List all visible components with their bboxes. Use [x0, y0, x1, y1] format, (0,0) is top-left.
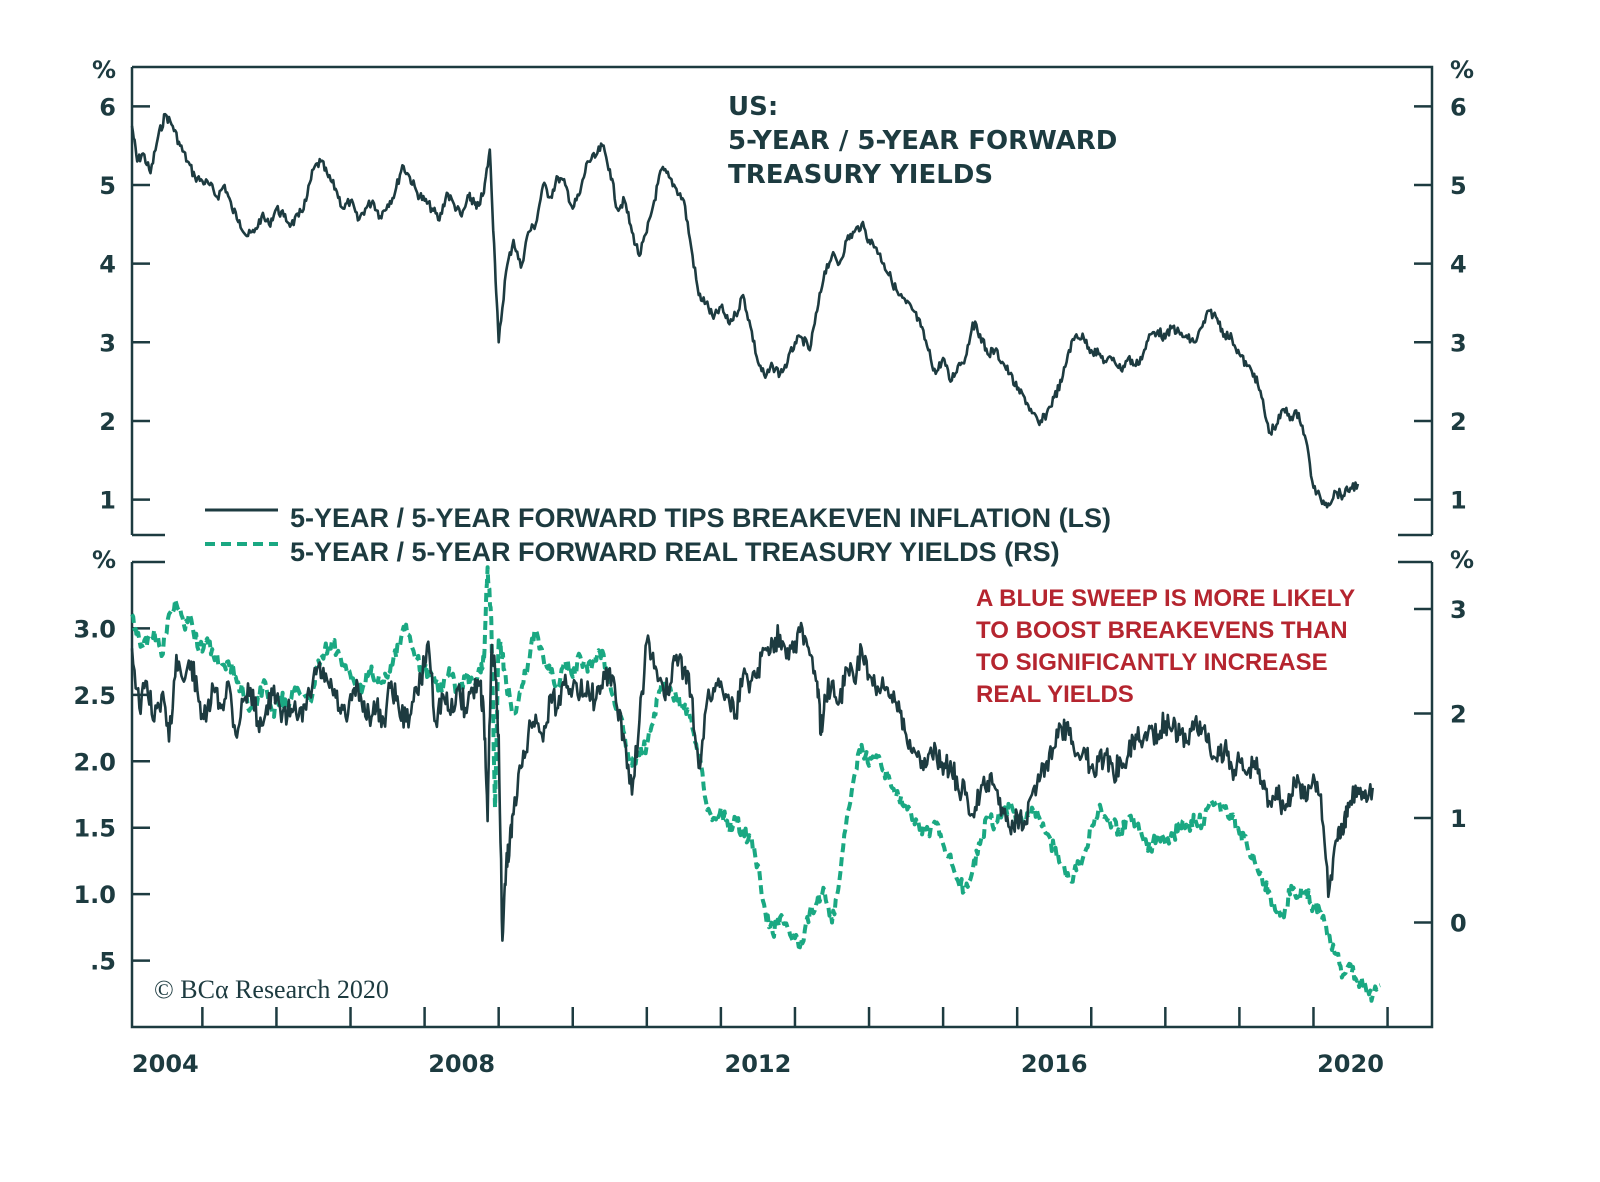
y-tick-label: 3.0 — [73, 615, 116, 643]
y-tick-label: 1 — [1450, 487, 1467, 515]
y-tick-label: 1.5 — [73, 815, 116, 843]
y-tick-label: 1.0 — [73, 881, 116, 909]
lower-panel-frame — [130, 562, 1434, 1029]
upper-panel: % % 1 2 3 4 5 6 1 2 3 4 5 6 US: 5-YEAR / 5-YEAR FO… — [92, 56, 1474, 537]
y-tick-label: 2.0 — [73, 748, 116, 776]
legend-label-breakeven: 5-YEAR / 5-YEAR FORWARD TIPS BREAKEVEN I… — [290, 503, 1111, 533]
x-tick-label: 2012 — [725, 1050, 792, 1078]
upper-panel-frame — [130, 65, 1434, 535]
y-tick-label: 3 — [1450, 329, 1467, 357]
annotation-line-1: A BLUE SWEEP IS MORE LIKELY — [976, 585, 1355, 612]
upper-left-axis: 1 2 3 4 5 6 — [99, 93, 150, 515]
x-tick-label: 2020 — [1317, 1050, 1384, 1078]
x-axis: 2004 2008 2012 2016 2020 — [132, 1007, 1389, 1078]
upper-left-unit-label: % — [92, 56, 116, 84]
y-tick-label: 4 — [99, 251, 116, 279]
y-tick-label: 4 — [1450, 251, 1467, 279]
x-tick-label: 2008 — [428, 1050, 495, 1078]
y-tick-label: 1 — [99, 487, 116, 515]
copyright: © BCα Research 2020 — [154, 975, 389, 1004]
annotation-line-4: REAL YIELDS — [976, 681, 1134, 708]
y-tick-label: 0 — [1450, 910, 1467, 938]
y-tick-label: 6 — [99, 93, 116, 121]
series-breakeven-line — [130, 621, 1374, 942]
y-tick-label: .5 — [90, 948, 116, 976]
lower-right-unit-label: % — [1450, 546, 1474, 574]
y-tick-label: 5 — [99, 172, 116, 200]
series-real-yields-line — [130, 565, 1381, 1003]
lower-left-axis: .5 1.0 1.5 2.0 2.5 3.0 — [73, 615, 150, 976]
chart-title: US: — [728, 92, 778, 122]
series-treasury-yield-line — [130, 112, 1360, 509]
upper-right-axis: 1 2 3 4 5 6 — [1414, 93, 1467, 515]
annotation-line-3: TO SIGNIFICANTLY INCREASE — [976, 649, 1328, 676]
lower-right-axis: 0 1 2 3 — [1414, 596, 1467, 938]
chart-title-line-2: 5-YEAR / 5-YEAR FORWARD — [728, 126, 1117, 156]
upper-right-unit-label: % — [1450, 56, 1474, 84]
y-tick-label: 5 — [1450, 172, 1467, 200]
lower-left-unit-label: % — [92, 546, 116, 574]
y-tick-label: 3 — [99, 329, 116, 357]
x-tick-label: 2004 — [132, 1050, 199, 1078]
x-tick-label: 2016 — [1021, 1050, 1088, 1078]
y-tick-label: 2.5 — [73, 682, 116, 710]
annotation-line-2: TO BOOST BREAKEVENS THAN — [976, 617, 1348, 644]
y-tick-label: 2 — [1450, 701, 1467, 729]
y-tick-label: 6 — [1450, 93, 1467, 121]
y-tick-label: 1 — [1450, 805, 1467, 833]
y-tick-label: 2 — [1450, 408, 1467, 436]
legend: 5-YEAR / 5-YEAR FORWARD TIPS BREAKEVEN I… — [205, 503, 1111, 567]
chart-title-line-3: TREASURY YIELDS — [728, 160, 993, 190]
y-tick-label: 3 — [1450, 596, 1467, 624]
y-tick-label: 2 — [99, 408, 116, 436]
legend-label-real-yields: 5-YEAR / 5-YEAR FORWARD REAL TREASURY YI… — [290, 537, 1060, 567]
